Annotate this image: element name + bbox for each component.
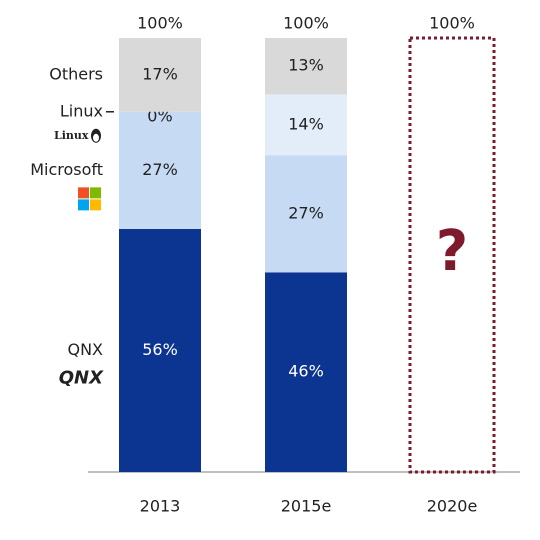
bar-segment [265, 272, 347, 472]
legend-label: QNX [67, 340, 103, 359]
linux-icon: Linux [54, 129, 89, 142]
legend-label: Linux [60, 101, 103, 120]
bar-segment [265, 38, 347, 95]
value-label: 27% [288, 203, 324, 222]
value-label: 14% [288, 114, 324, 133]
bar-segment [119, 111, 201, 229]
microsoft-icon [90, 187, 101, 199]
microsoft-icon [78, 187, 89, 199]
x-tick-label: 2020e [427, 497, 478, 516]
qnx-icon: QNX [59, 367, 104, 388]
total-label: 100% [283, 14, 329, 33]
value-label: 56% [142, 340, 178, 359]
value-label: 27% [142, 160, 178, 179]
x-tick-label: 2013 [140, 497, 181, 516]
microsoft-icon [78, 199, 89, 211]
microsoft-icon [90, 199, 101, 211]
annotation: ? [436, 219, 468, 284]
value-label: 13% [288, 56, 324, 75]
total-label: 100% [137, 14, 183, 33]
legend-label: Others [49, 64, 103, 83]
bar-segment [265, 155, 347, 273]
bar-segment [265, 94, 347, 156]
total-label: 100% [429, 14, 475, 33]
value-label: 17% [142, 64, 178, 83]
x-tick-label: 2015e [281, 497, 332, 516]
value-label: 46% [288, 362, 324, 381]
bar-segment [119, 228, 201, 472]
linux-icon [93, 133, 99, 142]
legend-label: Microsoft [30, 160, 103, 179]
placeholder-bar [408, 36, 496, 474]
bar-segment [119, 38, 201, 112]
